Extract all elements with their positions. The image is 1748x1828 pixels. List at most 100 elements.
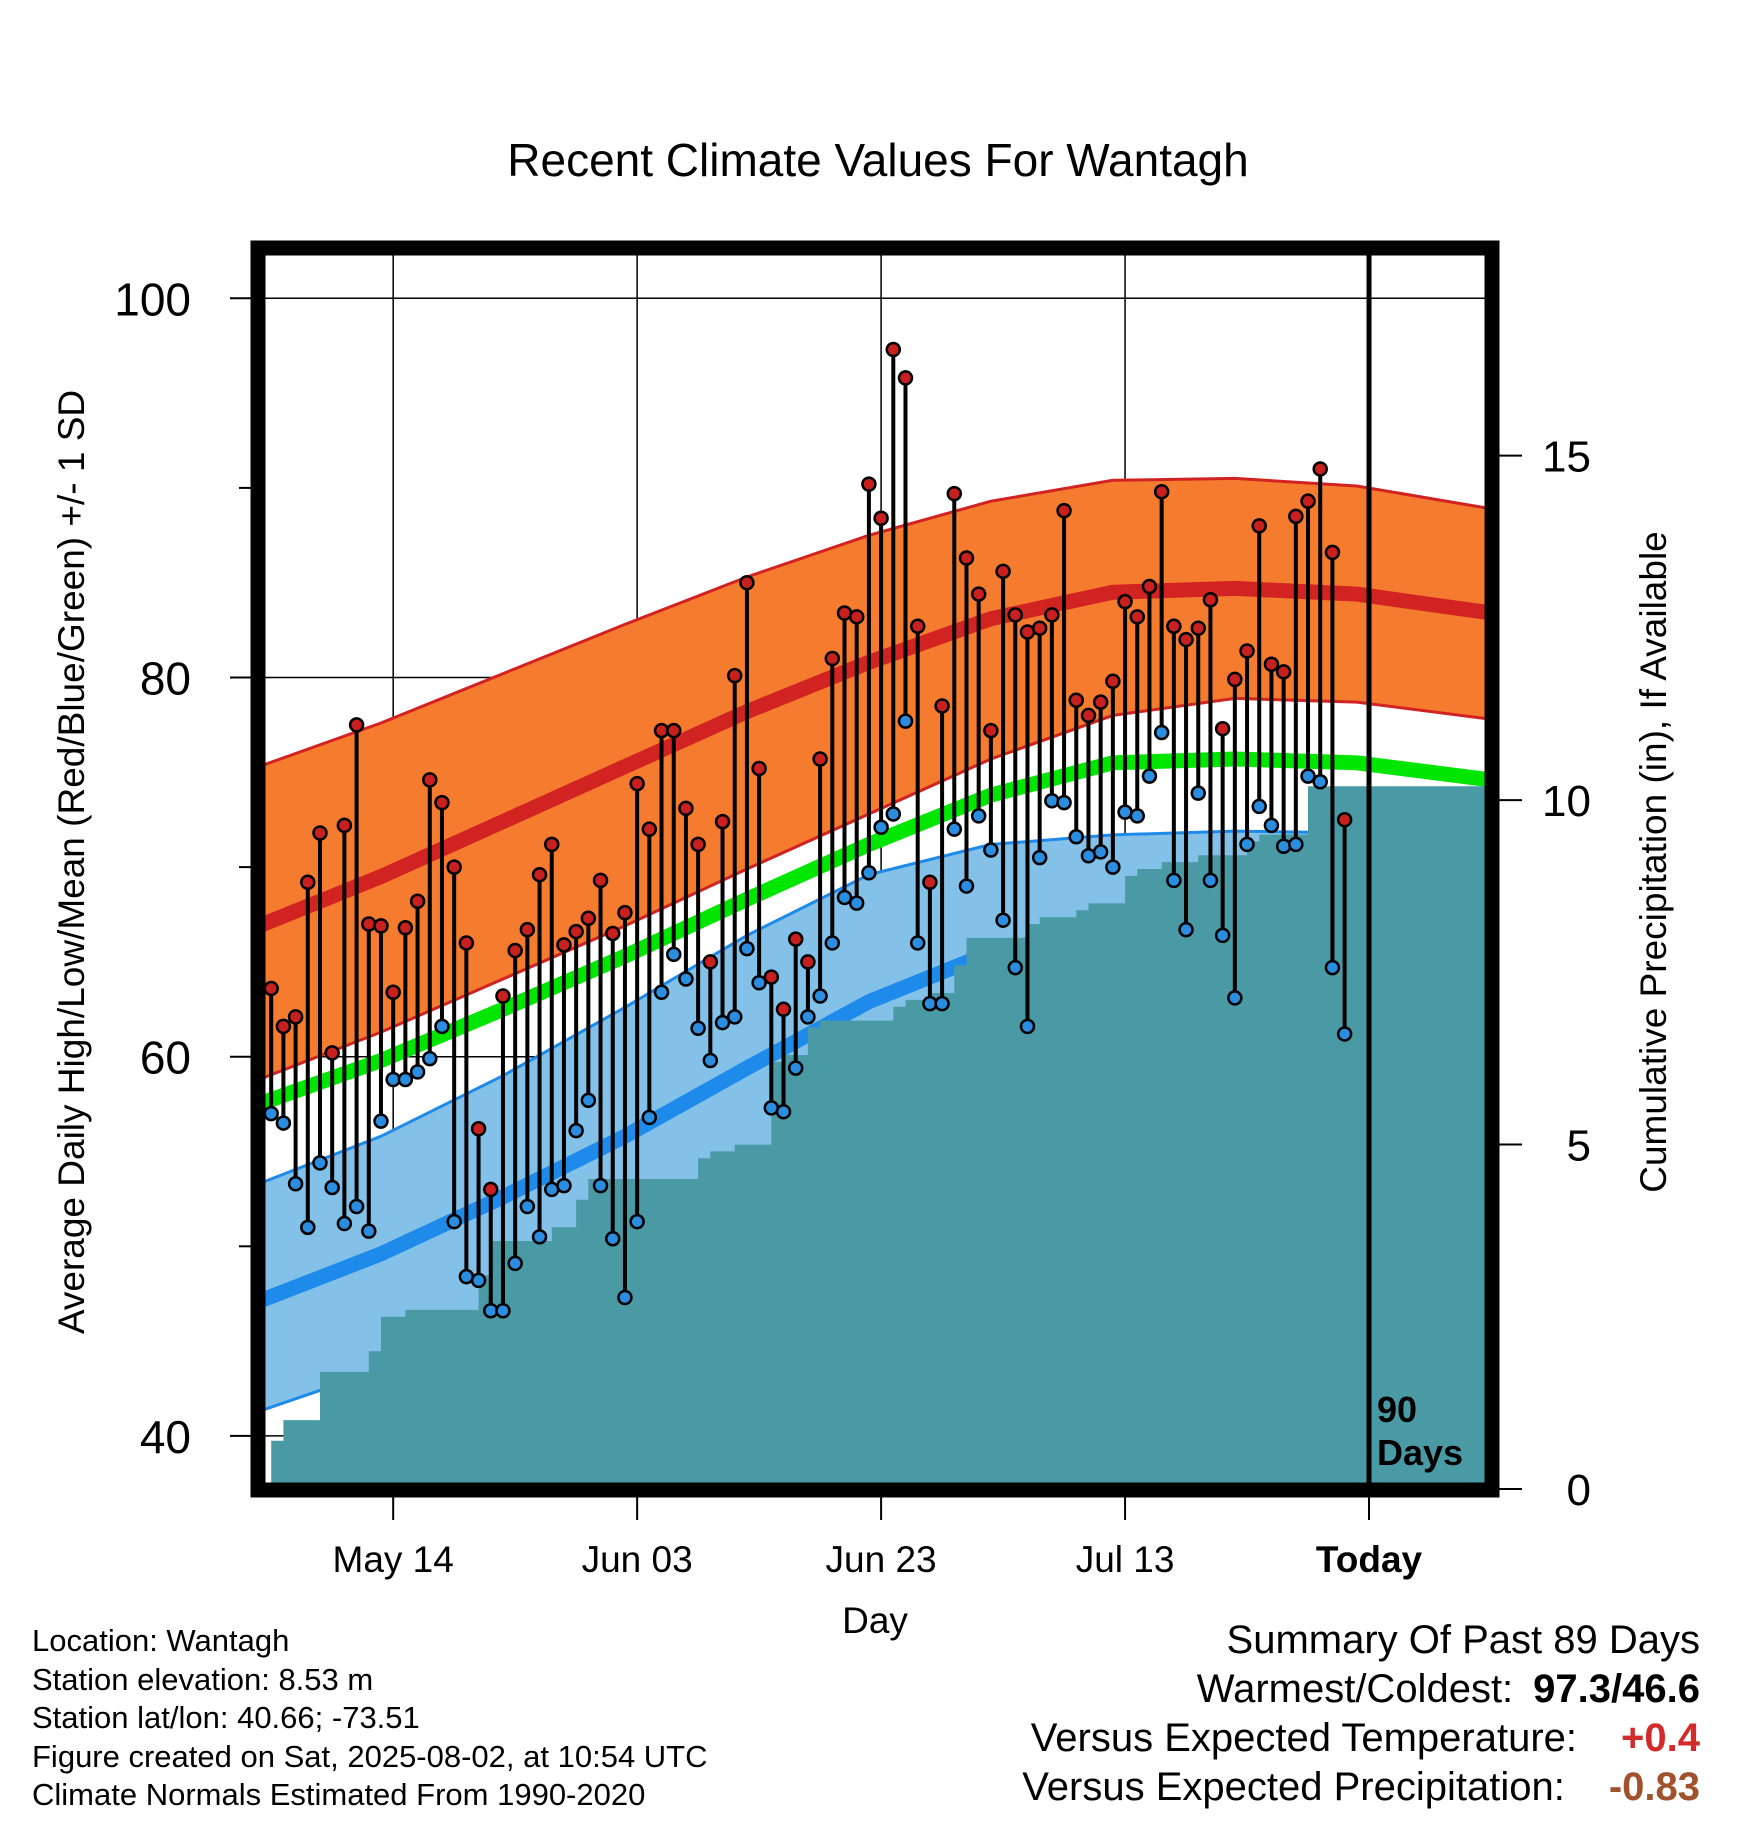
- precip-area: [259, 786, 1491, 1489]
- daily-low-point: [531, 1229, 548, 1245]
- summary-panel: Summary Of Past 89 Days Warmest/Coldest:…: [1022, 1616, 1700, 1812]
- daily-low-point: [702, 1052, 719, 1069]
- daily-low-point: [836, 889, 853, 906]
- daily-high-point: [1202, 592, 1219, 608]
- daily-high-point: [580, 910, 597, 927]
- daily-high-point: [1288, 508, 1304, 525]
- daily-high-point: [1129, 609, 1146, 625]
- daily-high-point: [1263, 656, 1280, 672]
- daily-low-point: [1190, 785, 1206, 801]
- daily-low-point: [1324, 959, 1341, 976]
- daily-high-point: [1141, 578, 1158, 595]
- station-info: Location: Wantagh Station elevation: 8.5…: [32, 1622, 708, 1815]
- daily-high-point: [1166, 618, 1182, 635]
- y-axis-label-right: Cumulative Precipitation (in), If Availa…: [1633, 531, 1674, 1193]
- daily-low-point: [861, 865, 877, 881]
- daily-low-point: [812, 988, 828, 1004]
- daily-low-point: [678, 971, 694, 987]
- daily-low-point: [1178, 921, 1194, 938]
- daily-high-point: [1105, 673, 1121, 690]
- x-tick-label: Jun 23: [826, 1539, 937, 1580]
- daily-high-point: [958, 550, 975, 566]
- daily-high-point: [1312, 461, 1328, 477]
- daily-low-point: [1214, 927, 1231, 944]
- daily-high-point: [897, 370, 914, 386]
- daily-low-point: [958, 878, 975, 894]
- daily-low-point: [361, 1223, 377, 1239]
- daily-high-point: [336, 817, 353, 834]
- left-tick-label: 80: [140, 653, 191, 705]
- x-tick-label: Jun 03: [582, 1539, 693, 1580]
- daily-high-point: [1031, 620, 1048, 636]
- daily-high-point: [287, 1009, 304, 1025]
- elevation-line: Station elevation: 8.53 m: [32, 1661, 374, 1697]
- daily-high-point: [300, 874, 316, 891]
- daily-low-point: [641, 1109, 658, 1126]
- daily-high-point: [495, 988, 511, 1004]
- precip-anomaly-value: -0.83: [1608, 1765, 1700, 1809]
- daily-high-point: [726, 667, 743, 684]
- daily-high-point: [1239, 643, 1255, 659]
- precip-anomaly-row: Versus Expected Precipitation: -0.83: [1022, 1763, 1700, 1812]
- daily-high-point: [970, 586, 987, 602]
- daily-low-point: [885, 806, 902, 822]
- daily-low-point: [824, 935, 841, 951]
- left-tick-label: 100: [114, 273, 191, 325]
- created-line: Figure created on Sat, 2025-08-02, at 10…: [32, 1738, 708, 1774]
- daily-low-point: [300, 1219, 316, 1236]
- daily-high-point: [470, 1121, 487, 1137]
- daily-low-point: [519, 1198, 536, 1215]
- daily-low-point: [934, 995, 950, 1012]
- daily-high-point: [519, 921, 536, 938]
- daily-low-point: [1031, 849, 1048, 866]
- daily-low-point: [470, 1272, 487, 1289]
- x-tick-label: Jul 13: [1076, 1539, 1175, 1580]
- daily-low-point: [873, 819, 889, 836]
- daily-low-point: [1153, 724, 1170, 741]
- daily-high-point: [1080, 707, 1097, 724]
- daily-low-point: [726, 1009, 743, 1025]
- daily-low-point: [775, 1103, 792, 1120]
- daily-high-point: [995, 563, 1011, 580]
- daily-high-point: [848, 609, 865, 625]
- left-tick-label: 60: [140, 1032, 191, 1084]
- daily-high-point: [568, 923, 584, 940]
- daily-low-point: [1275, 838, 1292, 854]
- daily-low-point: [592, 1177, 609, 1194]
- daily-low-point: [397, 1071, 414, 1088]
- location-line: Location: Wantagh: [32, 1623, 290, 1658]
- daily-low-point: [1166, 872, 1182, 889]
- daily-high-point: [1251, 518, 1267, 534]
- latlon-line: Station lat/lon: 40.66; -73.51: [32, 1700, 420, 1735]
- daily-high-point: [922, 874, 938, 891]
- daily-low-point: [287, 1175, 304, 1192]
- daily-low-point: [1336, 1026, 1353, 1042]
- daily-low-point: [617, 1289, 633, 1306]
- x-axis: May 14 Jun 03 Jun 23 Jul 13 Today: [333, 1496, 1423, 1580]
- daily-high-point: [934, 698, 950, 714]
- normals-line: Climate Normals Estimated From 1990-2020: [32, 1777, 646, 1812]
- daily-high-point: [1275, 664, 1292, 680]
- daily-high-point: [1300, 493, 1316, 509]
- daily-low-point: [507, 1255, 523, 1272]
- daily-high-point: [531, 866, 548, 883]
- daily-low-point: [848, 895, 865, 911]
- daily-high-point: [604, 925, 621, 942]
- daily-low-point: [409, 1064, 426, 1080]
- right-tick-label: 15: [1542, 433, 1591, 482]
- x-axis-label: Day: [842, 1600, 908, 1641]
- daily-low-point: [1239, 836, 1255, 853]
- daily-high-point: [1214, 720, 1231, 737]
- daily-low-point: [787, 1060, 804, 1076]
- daily-high-point: [361, 916, 377, 932]
- daily-low-point: [983, 842, 999, 858]
- right-tick-label: 5: [1567, 1122, 1591, 1171]
- daily-low-point: [446, 1213, 462, 1230]
- daily-low-point: [714, 1014, 731, 1031]
- daily-high-point: [665, 722, 682, 739]
- daily-high-point: [641, 821, 658, 837]
- daily-high-point: [373, 918, 389, 934]
- daily-high-point: [1153, 483, 1170, 500]
- daily-high-point: [348, 717, 365, 733]
